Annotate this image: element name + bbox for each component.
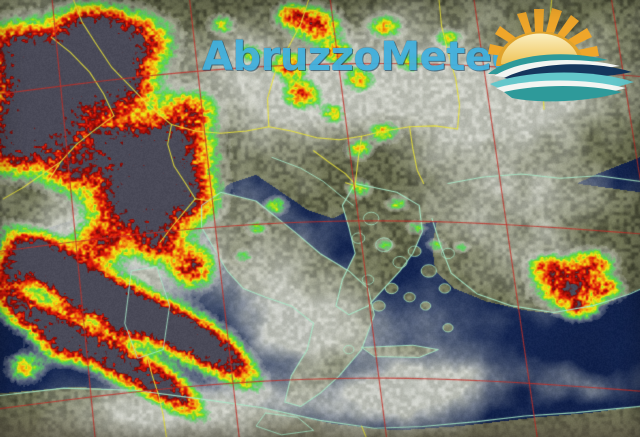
satellite-imagery-canvas — [0, 0, 640, 437]
satellite-image-frame: AbruzzoMeteo — [0, 0, 640, 437]
